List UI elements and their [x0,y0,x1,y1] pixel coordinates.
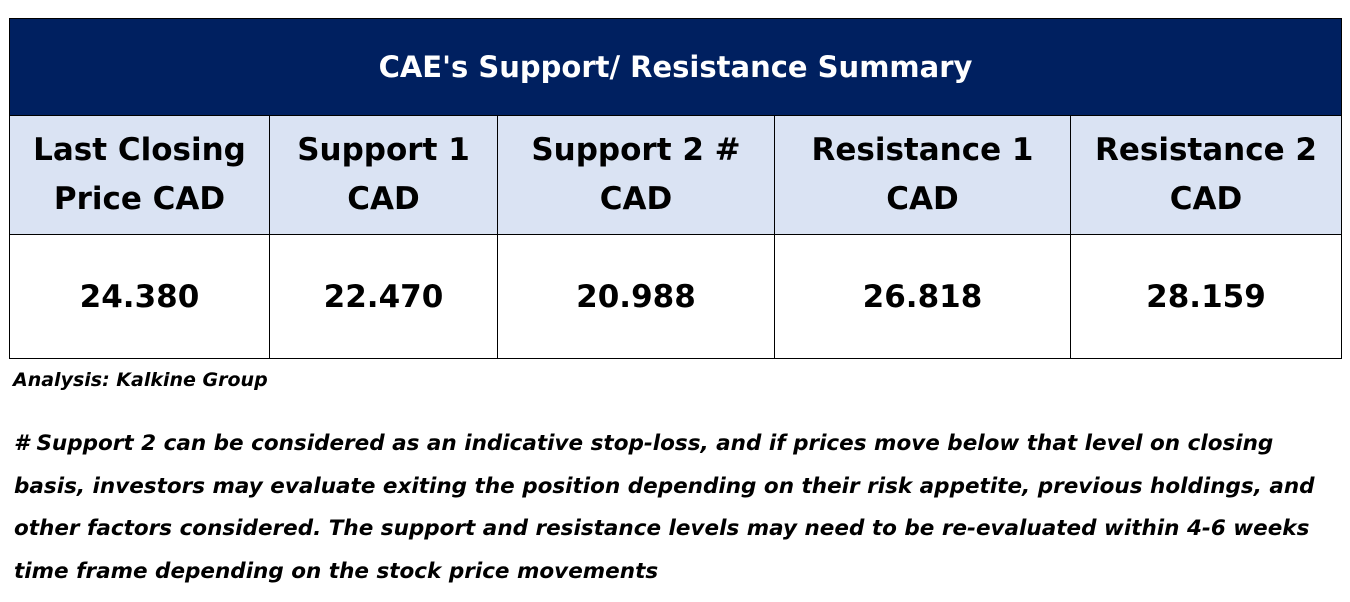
value-resistance-2: 28.159 [1070,234,1342,359]
header-line: CAD [886,181,959,217]
header-last-closing: Last Closing Price CAD [9,115,270,235]
analysis-source: Analysis: Kalkine Group [13,369,268,391]
table-title: CAE's Support/ Resistance Summary [9,18,1342,116]
value-support-1: 22.470 [269,234,498,359]
header-line: CAD [347,181,420,217]
title-row: CAE's Support/ Resistance Summary [9,18,1342,116]
value-last-closing: 24.380 [9,234,270,359]
value-support-2: 20.988 [497,234,775,359]
disclaimer-note: # Support 2 can be considered as an indi… [14,431,1315,584]
header-line: CAD [599,181,673,217]
header-resistance-1: Resistance 1 CAD [774,115,1071,235]
header-line: Support 1 [297,132,470,168]
header-line: CAD [1169,181,1243,217]
support-resistance-table: CAE's Support/ Resistance Summary Last C… [9,18,1342,359]
header-line: Support 2 # [531,132,741,168]
header-line: Last Closing [33,132,246,168]
header-row: Last Closing Price CAD Support 1 CAD Sup… [9,115,1342,235]
value-row: 24.380 22.470 20.988 26.818 28.159 [9,234,1342,359]
value-resistance-1: 26.818 [774,234,1071,359]
header-support-1: Support 1 CAD [269,115,498,235]
header-line: Resistance 2 [1095,132,1317,168]
header-resistance-2: Resistance 2 CAD [1070,115,1342,235]
header-support-2: Support 2 # CAD [497,115,775,235]
header-line: Price CAD [53,181,226,217]
header-line: Resistance 1 [811,132,1034,168]
